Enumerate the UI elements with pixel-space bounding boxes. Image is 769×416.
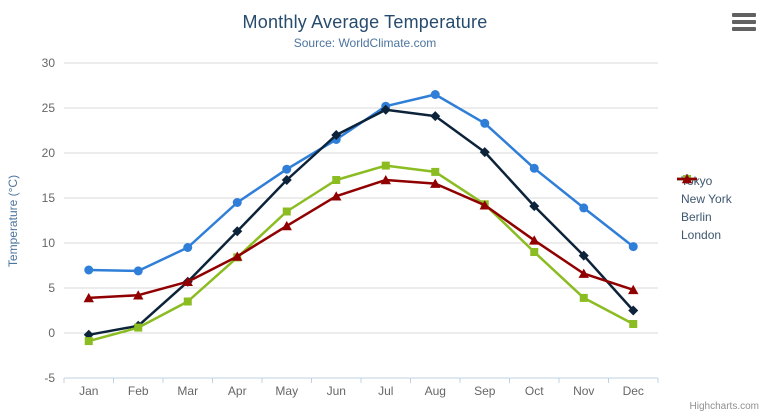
x-axis-label: Feb — [128, 384, 149, 398]
point-tokyo-sep[interactable] — [480, 118, 490, 128]
x-axis-label: May — [275, 384, 298, 398]
point-new-york-nov[interactable] — [578, 250, 589, 261]
point-berlin-feb[interactable] — [134, 323, 143, 332]
series-tokyo[interactable] — [84, 90, 638, 276]
x-axis-label: Dec — [623, 384, 644, 398]
legend-label: London — [681, 228, 722, 242]
point-tokyo-oct[interactable] — [529, 163, 539, 173]
chart-subtitle: Source: WorldClimate.com — [293, 36, 437, 50]
point-new-york-oct[interactable] — [529, 201, 540, 212]
x-axis-label: Oct — [525, 384, 544, 398]
point-london-jun[interactable] — [331, 191, 342, 201]
point-new-york-aug[interactable] — [430, 111, 441, 122]
point-london-apr[interactable] — [232, 251, 243, 261]
point-tokyo-jan[interactable] — [84, 265, 94, 275]
point-london-may[interactable] — [281, 220, 292, 231]
point-tokyo-may[interactable] — [282, 164, 292, 174]
point-london-jul[interactable] — [380, 175, 391, 185]
y-axis-label: 0 — [48, 326, 55, 340]
point-berlin-may[interactable] — [282, 207, 291, 216]
legend-item-berlin[interactable]: Berlin — [676, 175, 732, 226]
y-axis-label: 20 — [42, 146, 56, 160]
point-new-york-may[interactable] — [281, 175, 292, 185]
x-axis-label: Jun — [327, 384, 346, 398]
point-berlin-jan[interactable] — [84, 337, 93, 346]
point-tokyo-feb[interactable] — [133, 266, 143, 276]
point-berlin-aug[interactable] — [431, 167, 440, 176]
point-new-york-dec[interactable] — [628, 305, 639, 316]
series-new-york[interactable] — [83, 104, 639, 340]
point-berlin-mar[interactable] — [183, 297, 192, 306]
point-london-sep[interactable] — [479, 200, 490, 210]
point-berlin-nov[interactable] — [579, 293, 588, 302]
legend-label: Berlin — [681, 210, 712, 224]
x-axis-label: Nov — [573, 384, 594, 398]
point-london-mar[interactable] — [182, 276, 193, 286]
x-axis-label: Jul — [378, 384, 393, 398]
y-axis-label: -5 — [44, 371, 55, 385]
x-axis-label: Mar — [177, 384, 198, 398]
point-new-york-jun[interactable] — [331, 130, 342, 140]
london-triangle-icon — [677, 174, 697, 184]
y-axis-label: 10 — [42, 236, 56, 250]
series-london[interactable] — [83, 175, 639, 303]
legend: Tokyo New York Berlin London — [676, 172, 732, 244]
point-new-york-apr[interactable] — [232, 226, 243, 237]
point-london-nov[interactable] — [578, 268, 589, 278]
series-berlin[interactable] — [84, 161, 638, 346]
context-menu-button[interactable] — [731, 13, 757, 33]
credits-link[interactable]: Highcharts.com — [689, 401, 759, 412]
x-axis-label: Aug — [425, 384, 446, 398]
chart-title: Monthly Average Temperature — [242, 12, 488, 32]
point-berlin-jul[interactable] — [381, 161, 390, 170]
point-london-jan[interactable] — [83, 292, 94, 303]
hamburger-icon — [732, 13, 756, 17]
x-axis-label: Jan — [79, 384, 98, 398]
point-tokyo-mar[interactable] — [183, 243, 193, 252]
y-axis-label: 5 — [48, 281, 55, 295]
legend-item-london[interactable]: London — [676, 174, 732, 244]
legend-label: New York — [681, 192, 732, 206]
point-tokyo-dec[interactable] — [628, 242, 638, 252]
y-axis-label: 25 — [42, 101, 56, 115]
point-london-feb[interactable] — [133, 290, 144, 300]
y-axis-label: 30 — [42, 56, 56, 70]
point-london-oct[interactable] — [529, 235, 540, 245]
x-axis-label: Apr — [228, 384, 247, 398]
point-new-york-jul[interactable] — [380, 104, 391, 115]
point-tokyo-nov[interactable] — [579, 203, 589, 213]
point-tokyo-aug[interactable] — [430, 90, 440, 99]
point-berlin-jun[interactable] — [332, 176, 341, 184]
point-london-aug[interactable] — [430, 178, 441, 188]
point-berlin-oct[interactable] — [530, 248, 539, 256]
point-new-york-sep[interactable] — [479, 147, 490, 158]
x-axis-label: Sep — [474, 384, 496, 398]
point-tokyo-apr[interactable] — [232, 198, 242, 207]
point-berlin-dec[interactable] — [629, 320, 638, 328]
legend-item-new-york[interactable]: New York — [676, 174, 732, 208]
y-axis-label: 15 — [42, 191, 56, 205]
point-london-dec[interactable] — [628, 284, 639, 295]
